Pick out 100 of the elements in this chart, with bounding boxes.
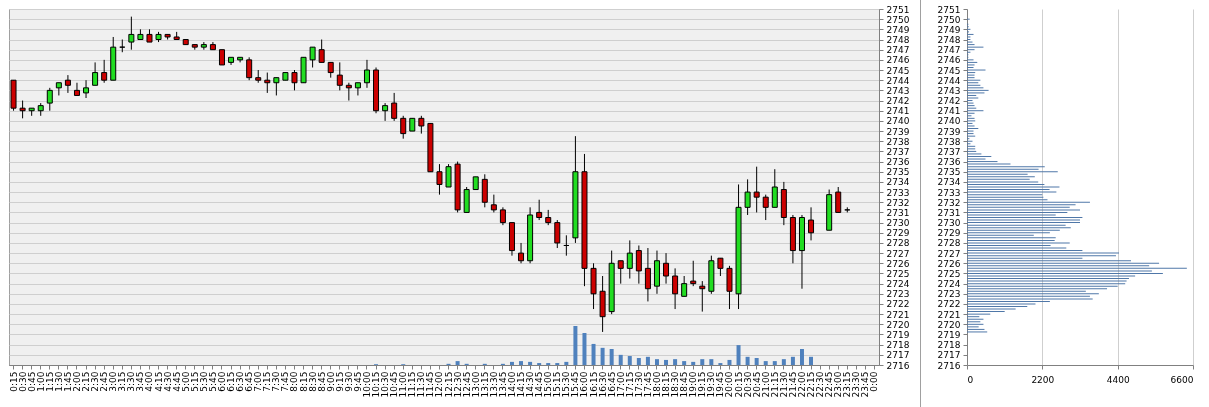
x-tick-label: 3:45 <box>135 371 146 392</box>
y-tick-label: 2738 <box>937 136 961 147</box>
y-tick-label: 2730 <box>937 218 961 229</box>
x-tick-label: 14:00 <box>506 371 517 398</box>
y-tick-label: 2733 <box>886 187 910 198</box>
candlestick <box>391 92 398 122</box>
x-tick-label: 18:15 <box>661 371 672 398</box>
x-tick-label: 1:30 <box>53 371 64 392</box>
y-tick-label: 2726 <box>886 258 910 269</box>
y-tick-label: 2745 <box>886 65 910 76</box>
y-tick-label: 2747 <box>886 45 910 56</box>
x-tick-label: 4:45 <box>171 371 182 392</box>
x-tick-label: 6:45 <box>244 371 255 392</box>
y-tick-label: 2724 <box>937 279 961 290</box>
x-tick-label: 7:00 <box>253 371 264 392</box>
candlestick <box>617 260 624 285</box>
x-tick-label: 23:45 <box>860 371 871 398</box>
x-tick-label: 4:15 <box>153 371 164 392</box>
x-tick-label: 16:00 <box>579 371 590 398</box>
bar <box>664 359 669 365</box>
x-tick-label: 2:00 <box>71 371 82 392</box>
candlestick <box>771 168 778 208</box>
x-tick-label: 0:45 <box>26 371 37 392</box>
x-tick-label: 7:15 <box>262 371 273 392</box>
x-tick-label: 5:15 <box>189 371 200 392</box>
bar <box>763 361 768 365</box>
x-tick-label: 21:00 <box>760 371 771 398</box>
x-tick-label: 6:00 <box>216 371 227 392</box>
candlestick <box>626 239 633 280</box>
bar <box>645 356 650 365</box>
y-tick-label: 2738 <box>886 136 910 147</box>
candlestick <box>554 219 561 249</box>
bar <box>636 357 641 365</box>
x-tick-label: 7:45 <box>280 371 291 392</box>
y-tick-label: 2745 <box>937 65 961 76</box>
x-tick-label: 4400 <box>1106 374 1130 385</box>
bar <box>772 361 777 365</box>
bar <box>573 326 578 365</box>
y-tick-label: 2719 <box>886 329 910 340</box>
x-tick-label: 6:15 <box>226 371 237 392</box>
x-tick-label: 17:00 <box>615 371 626 398</box>
y-tick-label: 2740 <box>937 116 961 127</box>
bar <box>709 359 714 365</box>
x-tick-label: 23:00 <box>833 371 844 398</box>
x-tick-label: 4:30 <box>162 371 173 392</box>
x-tick-label: 19:00 <box>688 371 699 398</box>
candlestick <box>672 267 679 310</box>
x-tick-label: 21:45 <box>787 371 798 398</box>
y-tick-label: 2750 <box>886 14 910 25</box>
candlestick <box>808 206 815 241</box>
x-tick-label: 11:45 <box>425 371 436 398</box>
candlestick <box>264 72 271 94</box>
bar <box>591 343 596 365</box>
x-tick-label: 23:30 <box>851 371 862 398</box>
y-tick-label: 2746 <box>937 55 961 66</box>
x-tick-label: 4:00 <box>144 371 155 392</box>
x-tick-label: 17:45 <box>642 371 653 398</box>
y-tick-label: 2736 <box>937 157 961 168</box>
x-tick-label: 15:00 <box>543 371 554 398</box>
candlestick <box>663 252 670 285</box>
candlestick <box>101 59 108 84</box>
x-tick-label: 14:30 <box>525 371 536 398</box>
x-tick-label: 15:45 <box>570 371 581 398</box>
y-tick-label: 2717 <box>886 350 910 361</box>
y-tick-label: 2746 <box>886 55 910 66</box>
y-tick-label: 2750 <box>937 14 961 25</box>
y-tick-label: 2749 <box>886 24 910 35</box>
y-tick-label: 2720 <box>886 319 910 330</box>
bar <box>455 361 460 365</box>
y-tick-label: 2744 <box>937 75 961 86</box>
y-tick-label: 2747 <box>937 45 961 56</box>
candlestick <box>762 194 769 221</box>
x-tick-label: 21:15 <box>769 371 780 398</box>
y-tick-label: 2742 <box>886 96 910 107</box>
y-tick-label: 2725 <box>886 268 910 279</box>
bar <box>582 333 587 365</box>
x-tick-label: 15:15 <box>552 371 563 398</box>
y-tick-label: 2734 <box>886 177 910 188</box>
y-tick-label: 2731 <box>937 207 961 218</box>
candlestick <box>363 59 370 89</box>
x-tick-label: 20:45 <box>751 371 762 398</box>
x-tick-label: 0:30 <box>17 371 28 392</box>
y-tick-label: 2730 <box>886 218 910 229</box>
x-tick-label: 20:30 <box>742 371 753 398</box>
x-tick-label: 23:15 <box>842 371 853 398</box>
y-tick-label: 2743 <box>937 85 961 96</box>
x-tick-label: 22:00 <box>796 371 807 398</box>
candlestick <box>644 247 651 302</box>
x-tick-label: 3:15 <box>117 371 128 392</box>
candlestick <box>835 186 842 213</box>
x-tick-label: 20:15 <box>733 371 744 398</box>
x-tick-label: 8:30 <box>307 371 318 392</box>
y-tick-label: 2751 <box>886 4 910 15</box>
x-tick-label: 5:00 <box>180 371 191 392</box>
x-tick-label: 11:15 <box>407 371 418 398</box>
x-tick-label: 2:30 <box>90 371 101 392</box>
candlestick <box>436 163 443 196</box>
candlestick <box>92 61 99 86</box>
y-tick-label: 2726 <box>937 258 961 269</box>
candlestick <box>400 115 407 140</box>
